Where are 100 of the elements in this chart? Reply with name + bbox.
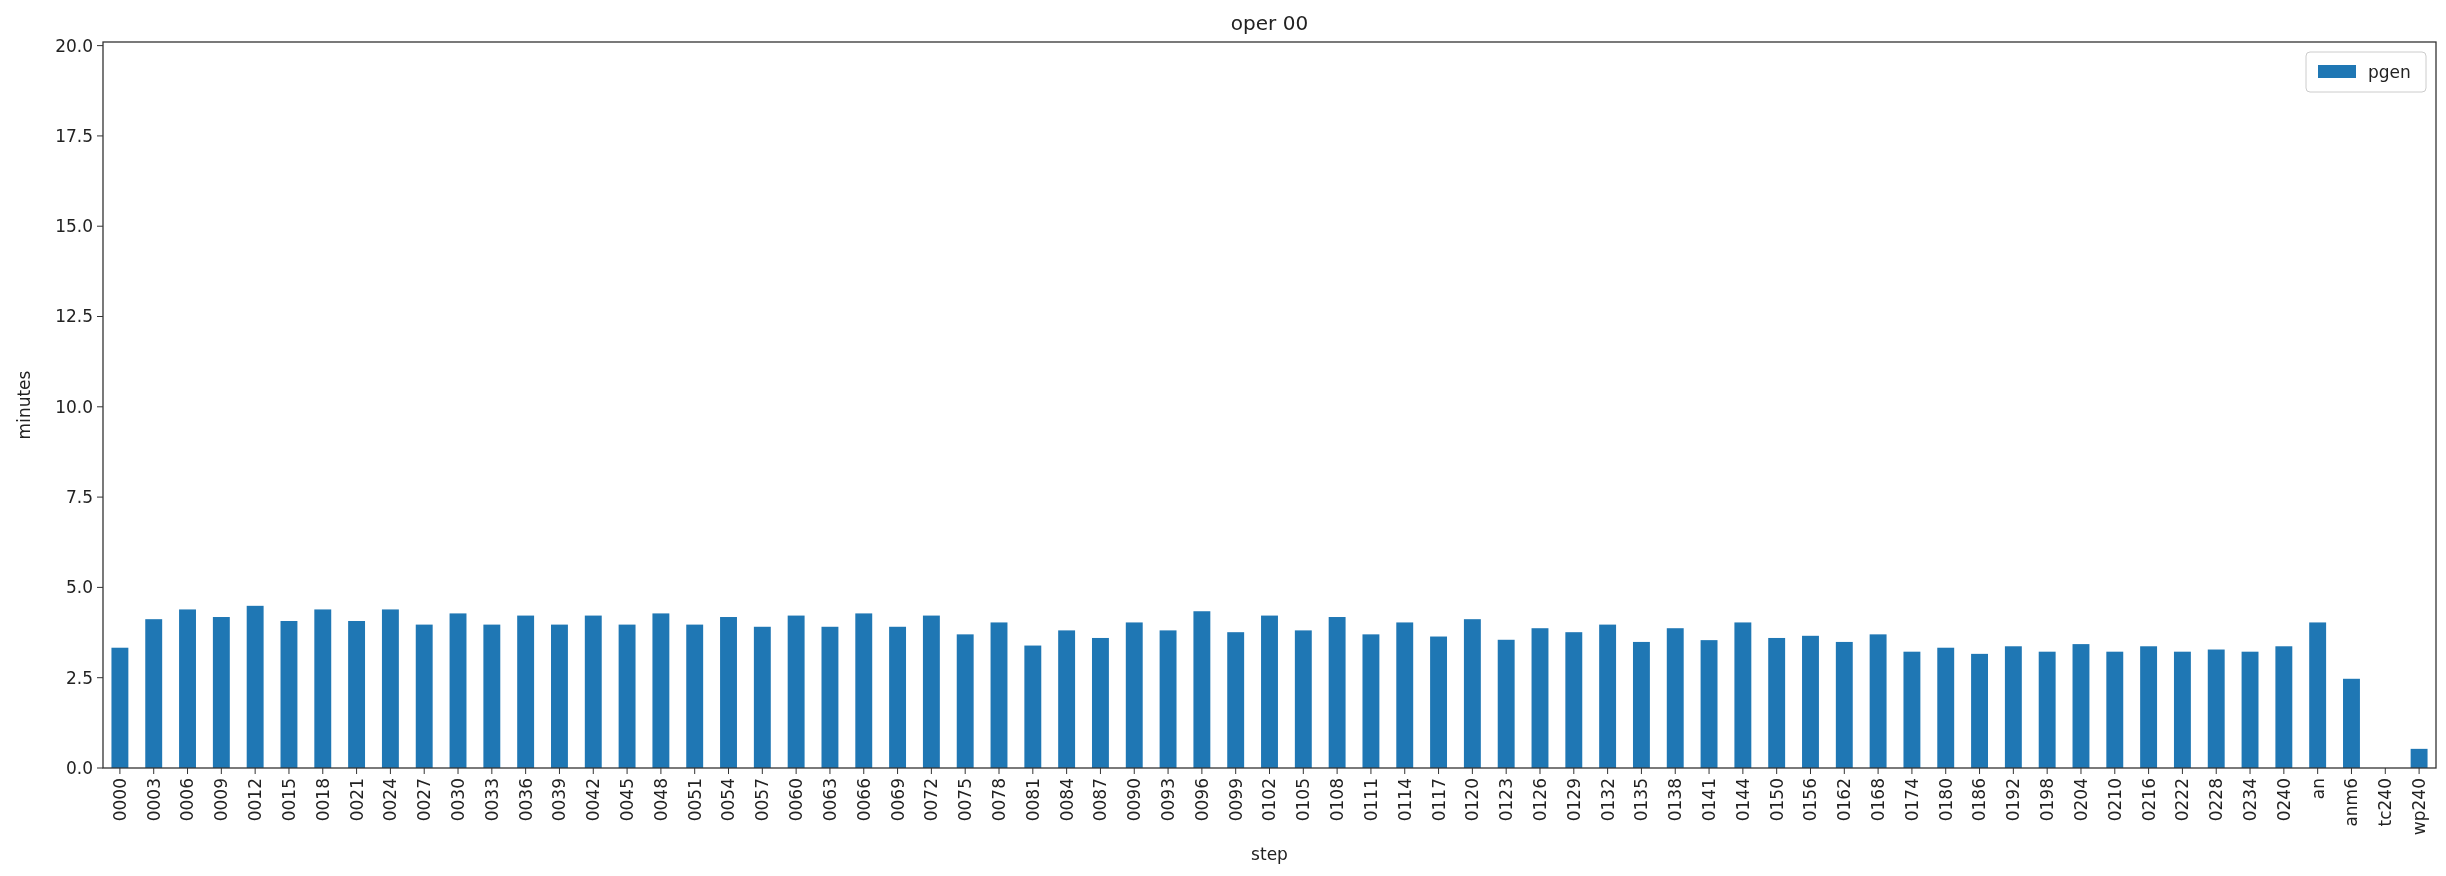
x-tick-label: 0006 bbox=[177, 778, 198, 822]
x-tick-label: 0132 bbox=[1597, 778, 1618, 822]
bar bbox=[956, 634, 974, 768]
y-tick-label: 10.0 bbox=[55, 396, 93, 417]
bar bbox=[2004, 646, 2022, 768]
x-tick-label: 0093 bbox=[1158, 778, 1179, 822]
bar bbox=[2106, 651, 2124, 768]
x-tick-label: 0045 bbox=[617, 778, 638, 822]
bar bbox=[1768, 637, 1786, 768]
x-tick-label: 0222 bbox=[2172, 778, 2193, 822]
x-tick-label: 0174 bbox=[1901, 778, 1922, 822]
y-tick-label: 17.5 bbox=[55, 125, 93, 146]
legend-label: pgen bbox=[2368, 61, 2411, 82]
x-tick-label: 0156 bbox=[1800, 778, 1821, 822]
y-tick-label: 7.5 bbox=[65, 487, 93, 508]
x-tick-label: 0063 bbox=[819, 778, 840, 822]
x-tick-label: 0003 bbox=[143, 778, 164, 822]
bar bbox=[821, 626, 839, 768]
bar bbox=[348, 620, 366, 768]
bar bbox=[1463, 619, 1481, 768]
x-tick-label: 0051 bbox=[684, 778, 705, 822]
bar bbox=[2207, 649, 2225, 768]
bar bbox=[517, 615, 535, 768]
bar bbox=[483, 624, 501, 768]
x-tick-label: wp240 bbox=[2409, 778, 2430, 836]
x-tick-label: 0072 bbox=[921, 778, 942, 822]
x-tick-label: 0126 bbox=[1529, 778, 1550, 822]
bar bbox=[145, 619, 163, 768]
bar bbox=[1565, 632, 1583, 768]
x-tick-label: 0105 bbox=[1293, 778, 1314, 822]
x-tick-label: an bbox=[2307, 778, 2328, 800]
x-tick-label: 0120 bbox=[1462, 778, 1483, 822]
x-tick-label: 0027 bbox=[414, 778, 435, 822]
bar bbox=[2072, 644, 2090, 768]
bar bbox=[618, 624, 636, 768]
x-tick-label: tc240 bbox=[2375, 778, 2396, 827]
bar bbox=[1802, 635, 1819, 768]
x-tick-label: 0054 bbox=[718, 778, 739, 822]
bar bbox=[753, 626, 771, 768]
bar bbox=[1869, 634, 1887, 768]
bar bbox=[1396, 622, 1414, 768]
x-tick-label: 0138 bbox=[1665, 778, 1686, 822]
bar bbox=[2038, 651, 2056, 768]
x-tick-label: 0060 bbox=[786, 778, 807, 822]
bar bbox=[449, 613, 467, 768]
x-tick-label: 0162 bbox=[1834, 778, 1855, 822]
bar bbox=[1666, 628, 1684, 768]
x-tick-label: 0204 bbox=[2070, 778, 2091, 822]
x-tick-label: 0114 bbox=[1394, 778, 1415, 822]
x-tick-label: 0069 bbox=[887, 778, 908, 822]
x-tick-label: 0168 bbox=[1868, 778, 1889, 822]
bar bbox=[415, 624, 433, 768]
x-tick-label: 0198 bbox=[2037, 778, 2058, 822]
y-axis-title: minutes bbox=[14, 370, 34, 440]
bar bbox=[1125, 622, 1143, 768]
x-tick-label: 0036 bbox=[515, 778, 536, 822]
x-tick-label: 0186 bbox=[1969, 778, 1990, 822]
bar bbox=[889, 626, 907, 768]
bar bbox=[1632, 641, 1650, 768]
y-tick-label: 5.0 bbox=[65, 577, 93, 598]
bar bbox=[787, 615, 805, 768]
x-tick-label: 0066 bbox=[853, 778, 874, 822]
x-tick-label: 0150 bbox=[1766, 778, 1787, 822]
x-tick-label: 0081 bbox=[1022, 778, 1043, 822]
x-tick-label: 0030 bbox=[447, 778, 468, 822]
bar bbox=[1700, 640, 1718, 768]
x-tick-label: 0057 bbox=[752, 778, 773, 822]
x-tick-label: 0096 bbox=[1191, 778, 1212, 822]
bar bbox=[2275, 646, 2293, 768]
x-tick-label: 0144 bbox=[1732, 778, 1753, 822]
x-tick-label: 0024 bbox=[380, 778, 401, 822]
x-tick-label: 0075 bbox=[955, 778, 976, 822]
y-tick-label: 20.0 bbox=[55, 35, 93, 56]
x-tick-label: 0111 bbox=[1360, 778, 1381, 822]
bar bbox=[855, 613, 873, 768]
bar bbox=[1294, 630, 1312, 768]
bar bbox=[1971, 653, 1988, 768]
x-tick-label: 0048 bbox=[650, 778, 671, 822]
bar bbox=[1261, 615, 1278, 768]
bar bbox=[1531, 628, 1549, 768]
bar bbox=[1328, 617, 1346, 768]
y-tick-label: 2.5 bbox=[65, 667, 93, 688]
x-tick-label: 0000 bbox=[109, 778, 130, 822]
bar bbox=[1903, 651, 1921, 768]
bar bbox=[1937, 647, 1955, 768]
bar bbox=[1058, 630, 1076, 768]
bar bbox=[2241, 651, 2259, 768]
bar bbox=[551, 624, 568, 768]
bar bbox=[1362, 634, 1380, 768]
x-tick-label: 0129 bbox=[1563, 778, 1584, 822]
y-tick-label: 15.0 bbox=[55, 216, 93, 237]
x-tick-label: 0216 bbox=[2138, 778, 2159, 822]
bar bbox=[2343, 678, 2360, 768]
bar bbox=[1734, 622, 1752, 768]
bar bbox=[1193, 611, 1211, 768]
y-tick-label: 0.0 bbox=[65, 757, 93, 778]
x-tick-label: 0039 bbox=[549, 778, 570, 822]
x-tick-label: 0015 bbox=[278, 778, 299, 822]
x-tick-label: 0021 bbox=[346, 778, 367, 822]
x-tick-label: 0012 bbox=[245, 778, 266, 822]
